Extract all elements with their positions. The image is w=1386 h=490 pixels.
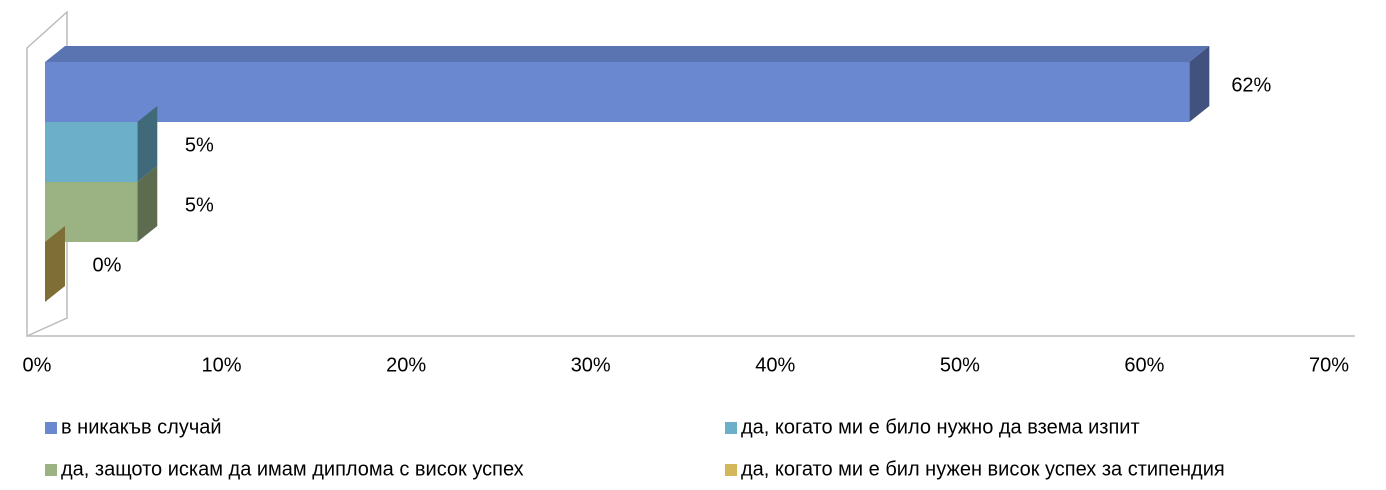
x-tick-label: 60% <box>1124 354 1164 376</box>
value-label: 5% <box>185 194 214 216</box>
x-tick-label: 10% <box>202 354 242 376</box>
bar <box>45 62 1190 122</box>
legend-label: да, защото искам да имам диплома с висок… <box>61 458 524 480</box>
legend-swatch <box>45 422 57 434</box>
bar-side <box>137 106 158 182</box>
x-tick-label: 30% <box>571 354 611 376</box>
x-tick-label: 0% <box>23 354 52 376</box>
value-label: 5% <box>185 134 214 156</box>
x-tick-label: 70% <box>1309 354 1349 376</box>
value-label: 62% <box>1231 74 1271 96</box>
bar-side <box>137 166 158 242</box>
x-tick-label: 50% <box>940 354 980 376</box>
legend-swatch <box>45 464 57 476</box>
legend-swatch <box>725 422 737 434</box>
legend-label: да, когато ми е било нужно да взема изпи… <box>741 416 1140 438</box>
legend-label: да, когато ми е бил нужен висок успех за… <box>741 458 1225 480</box>
bar-top <box>45 46 1210 62</box>
bar-side <box>45 226 65 302</box>
legend-label: в никакъв случай <box>61 416 222 438</box>
bar-side <box>1189 46 1210 122</box>
bar <box>45 122 138 182</box>
legend-swatch <box>725 464 737 476</box>
value-label: 0% <box>93 254 122 276</box>
x-tick-label: 20% <box>386 354 426 376</box>
x-tick-label: 40% <box>755 354 795 376</box>
